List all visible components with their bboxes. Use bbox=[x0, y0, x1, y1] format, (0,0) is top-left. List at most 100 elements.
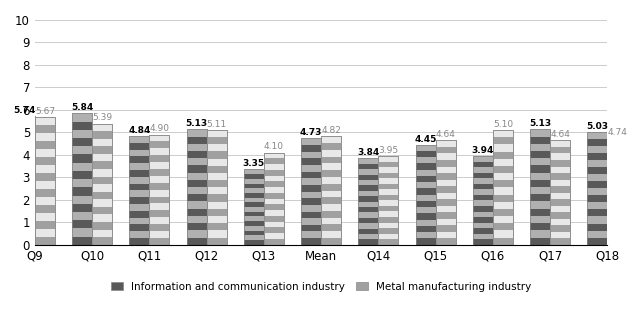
Bar bbox=[321, 224, 341, 231]
Bar bbox=[473, 184, 493, 190]
Bar bbox=[587, 132, 608, 245]
Legend: Information and communication industry, Metal manufacturing industry: Information and communication industry, … bbox=[106, 278, 536, 296]
Bar bbox=[493, 152, 513, 159]
Bar bbox=[129, 170, 149, 177]
Text: 5.84: 5.84 bbox=[71, 103, 93, 112]
Bar bbox=[264, 193, 284, 199]
Bar bbox=[244, 169, 264, 245]
Bar bbox=[206, 166, 227, 173]
Bar bbox=[530, 129, 550, 245]
Bar bbox=[301, 138, 321, 245]
Bar bbox=[187, 209, 206, 216]
Bar bbox=[72, 122, 92, 130]
Bar bbox=[587, 167, 608, 174]
Bar bbox=[72, 138, 92, 146]
Bar bbox=[149, 197, 169, 203]
Bar bbox=[608, 198, 628, 205]
Bar bbox=[129, 238, 149, 245]
Bar bbox=[15, 140, 35, 148]
Bar bbox=[436, 186, 456, 193]
Bar bbox=[358, 196, 378, 202]
Bar bbox=[35, 157, 55, 165]
Text: 5.67: 5.67 bbox=[35, 107, 55, 116]
Bar bbox=[550, 225, 570, 232]
Bar bbox=[493, 180, 513, 187]
Bar bbox=[15, 237, 35, 245]
Bar bbox=[608, 171, 628, 178]
Bar bbox=[358, 175, 378, 180]
Bar bbox=[301, 138, 321, 245]
Bar bbox=[92, 162, 112, 169]
Bar bbox=[15, 156, 35, 164]
Bar bbox=[92, 124, 112, 245]
Bar bbox=[149, 238, 169, 245]
Bar bbox=[92, 131, 112, 139]
Bar bbox=[35, 173, 55, 181]
Bar bbox=[550, 160, 570, 167]
Bar bbox=[244, 169, 264, 245]
Bar bbox=[493, 130, 513, 245]
Bar bbox=[608, 185, 628, 192]
Bar bbox=[550, 173, 570, 179]
Bar bbox=[493, 238, 513, 245]
Bar bbox=[264, 181, 284, 187]
Bar bbox=[244, 212, 264, 216]
Bar bbox=[244, 183, 264, 188]
Bar bbox=[530, 137, 550, 144]
Text: 5.11: 5.11 bbox=[206, 120, 227, 129]
Bar bbox=[15, 116, 35, 245]
Bar bbox=[530, 238, 550, 245]
Bar bbox=[72, 114, 92, 245]
Bar bbox=[92, 222, 112, 229]
Bar bbox=[129, 136, 149, 245]
Bar bbox=[587, 153, 608, 160]
Bar bbox=[530, 180, 550, 187]
Bar bbox=[436, 140, 456, 245]
Bar bbox=[608, 138, 628, 245]
Bar bbox=[15, 116, 35, 245]
Bar bbox=[358, 159, 378, 245]
Bar bbox=[206, 195, 227, 202]
Bar bbox=[301, 211, 321, 218]
Text: 4.84: 4.84 bbox=[128, 126, 151, 135]
Bar bbox=[206, 130, 227, 245]
Bar bbox=[129, 183, 149, 191]
Bar bbox=[244, 221, 264, 226]
Bar bbox=[415, 226, 436, 232]
Bar bbox=[473, 239, 493, 245]
Bar bbox=[72, 114, 92, 245]
Bar bbox=[378, 217, 399, 222]
Bar bbox=[92, 124, 112, 245]
Text: 3.94: 3.94 bbox=[472, 146, 494, 155]
Bar bbox=[35, 117, 55, 245]
Bar bbox=[378, 162, 399, 167]
Bar bbox=[550, 199, 570, 206]
Bar bbox=[187, 129, 206, 245]
Text: 4.45: 4.45 bbox=[415, 135, 437, 143]
Bar bbox=[321, 238, 341, 245]
Text: 5.03: 5.03 bbox=[587, 122, 608, 131]
Bar bbox=[15, 172, 35, 180]
Bar bbox=[301, 185, 321, 192]
Bar bbox=[129, 197, 149, 204]
Bar bbox=[493, 137, 513, 144]
Bar bbox=[35, 141, 55, 149]
Bar bbox=[72, 237, 92, 245]
Text: 3.35: 3.35 bbox=[243, 159, 265, 168]
Bar bbox=[129, 136, 149, 245]
Bar bbox=[92, 146, 112, 154]
Bar bbox=[206, 137, 227, 144]
Bar bbox=[129, 224, 149, 231]
Bar bbox=[550, 238, 570, 245]
Bar bbox=[149, 141, 169, 149]
Bar bbox=[92, 192, 112, 199]
Bar bbox=[35, 205, 55, 213]
Bar bbox=[264, 153, 284, 245]
Bar bbox=[187, 238, 206, 245]
Bar bbox=[378, 195, 399, 200]
Bar bbox=[608, 145, 628, 152]
Bar bbox=[206, 152, 227, 159]
Bar bbox=[530, 209, 550, 216]
Text: 5.74: 5.74 bbox=[13, 106, 36, 115]
Bar bbox=[358, 228, 378, 234]
